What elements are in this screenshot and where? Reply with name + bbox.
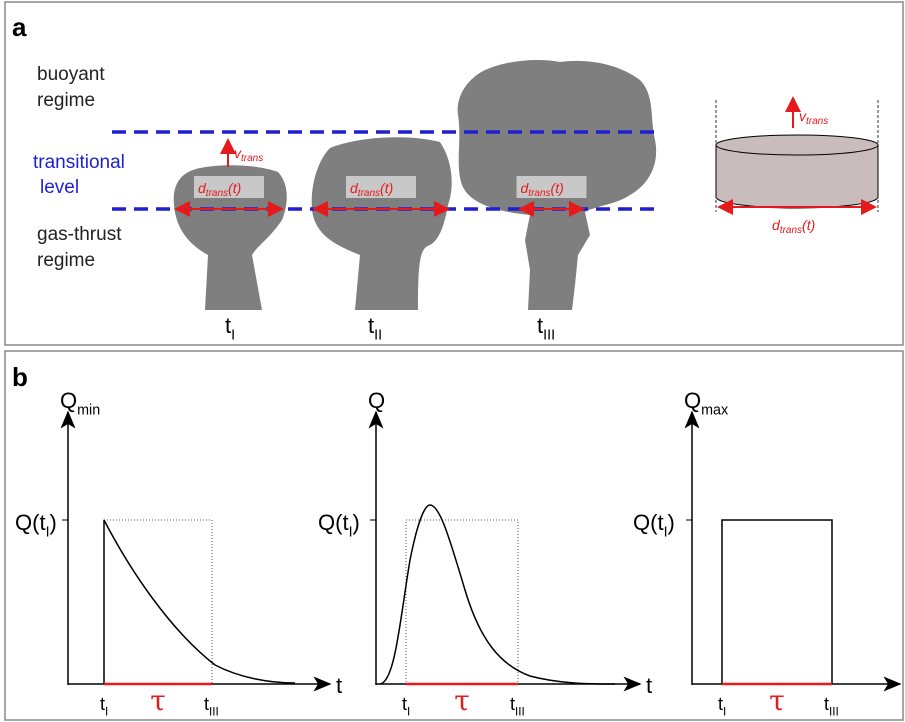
regime: level bbox=[40, 177, 79, 198]
plot: Qmax Q(tI) t tI tIII τ bbox=[633, 388, 902, 718]
y-axis-label: Qmax bbox=[684, 388, 728, 419]
time-label: tI bbox=[402, 694, 410, 718]
panel-label: b bbox=[12, 362, 28, 392]
plot: Qmin Q(tI) t tI tIII τ bbox=[15, 388, 342, 718]
level-label: Q(tI) bbox=[633, 510, 675, 541]
time-label: tI bbox=[100, 694, 108, 718]
reference-box bbox=[405, 519, 519, 685]
regime: transitional bbox=[33, 152, 125, 173]
regime: regime bbox=[37, 90, 95, 111]
plot: Q Q(tI) t tI tIII τ bbox=[318, 388, 652, 718]
curve bbox=[721, 519, 833, 684]
velocity-label: vtrans bbox=[799, 108, 828, 127]
diameter-label: dtrans(t) bbox=[350, 180, 393, 199]
y-axis-label: Qmin bbox=[60, 388, 100, 419]
diameter-label: dtrans(t) bbox=[772, 217, 815, 236]
regime: buoyant bbox=[37, 64, 105, 85]
regime: regime bbox=[37, 250, 95, 271]
time-label: tI bbox=[225, 313, 235, 344]
y-axis-label: Q bbox=[368, 388, 385, 413]
regime: gas-thrust bbox=[37, 224, 122, 245]
x-axis-label: t bbox=[646, 673, 652, 698]
duration-label: τ bbox=[150, 684, 166, 717]
regime-labels: buoyant regime transitional level gas-th… bbox=[33, 64, 125, 271]
panel-label: a bbox=[12, 12, 27, 42]
velocity-label: vtrans bbox=[234, 145, 263, 164]
time-label: tII bbox=[368, 313, 382, 344]
level-label: Q(tI) bbox=[318, 510, 360, 541]
time-label: tIII bbox=[537, 313, 555, 344]
diameter-label: dtrans(t) bbox=[198, 180, 241, 199]
time-label: tIII bbox=[510, 694, 525, 718]
plume bbox=[311, 137, 452, 310]
label-box bbox=[346, 176, 416, 198]
curve bbox=[103, 519, 296, 684]
diameter-label: dtrans(t) bbox=[521, 180, 564, 199]
time-label: tIII bbox=[204, 694, 219, 718]
cylinder bbox=[715, 96, 879, 215]
panel-b-frame bbox=[4, 350, 904, 721]
label-box bbox=[516, 176, 587, 198]
time-label: tIII bbox=[824, 694, 839, 718]
reference-box bbox=[103, 519, 213, 685]
duration-label: τ bbox=[769, 684, 785, 717]
curve bbox=[379, 504, 616, 685]
x-axis-label: t bbox=[336, 673, 342, 698]
duration-label: τ bbox=[454, 684, 470, 717]
panel-a-frame bbox=[4, 1, 904, 346]
level-label: Q(tI) bbox=[15, 510, 57, 541]
label-box bbox=[194, 176, 264, 198]
time-label: tI bbox=[718, 694, 726, 718]
